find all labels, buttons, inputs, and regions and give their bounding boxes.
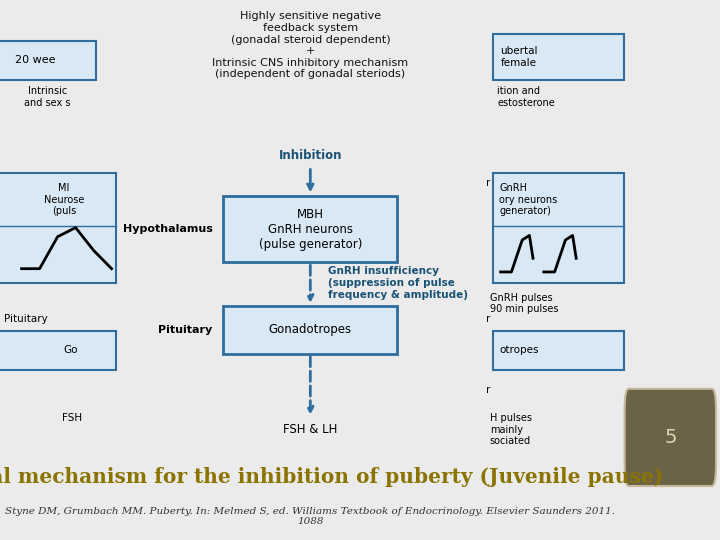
Text: FSH & LH: FSH & LH <box>283 423 338 436</box>
Text: Go: Go <box>63 345 78 355</box>
FancyBboxPatch shape <box>0 173 116 283</box>
Text: ubertal
female: ubertal female <box>500 46 538 68</box>
Text: FSH: FSH <box>62 413 82 422</box>
FancyBboxPatch shape <box>0 41 96 80</box>
Text: Inhibition: Inhibition <box>279 149 342 162</box>
Text: Hypothalamus: Hypothalamus <box>4 178 79 187</box>
FancyBboxPatch shape <box>0 331 116 369</box>
Text: 5: 5 <box>664 428 677 447</box>
Text: 20 wee: 20 wee <box>15 56 55 65</box>
FancyBboxPatch shape <box>223 306 397 354</box>
Text: Gonadotropes: Gonadotropes <box>269 323 352 336</box>
Text: r: r <box>486 385 490 395</box>
Text: Dual mechanism for the inhibition of puberty (Juvenile pause): Dual mechanism for the inhibition of pub… <box>0 467 663 487</box>
FancyBboxPatch shape <box>493 34 624 80</box>
Text: GnRH insufficiency
(suppression of pulse
frequency & amplitude): GnRH insufficiency (suppression of pulse… <box>328 266 468 300</box>
Text: Styne DM, Grumbach MM. Puberty. In: Melmed S, ed. Williams Textbook of Endocrino: Styne DM, Grumbach MM. Puberty. In: Melm… <box>5 507 616 526</box>
Text: Intrinsic
and sex s: Intrinsic and sex s <box>24 86 71 108</box>
Text: MI
Neurose
(puls: MI Neurose (puls <box>44 183 84 217</box>
FancyBboxPatch shape <box>493 173 624 283</box>
Text: MBH
GnRH neurons
(pulse generator): MBH GnRH neurons (pulse generator) <box>258 208 362 251</box>
Text: Pituitary: Pituitary <box>158 325 212 335</box>
Text: ition and
estosterone: ition and estosterone <box>497 86 554 108</box>
FancyBboxPatch shape <box>493 331 624 369</box>
Text: Pituitary: Pituitary <box>4 314 48 325</box>
FancyBboxPatch shape <box>625 389 716 486</box>
Text: GnRH pulses
90 min pulses: GnRH pulses 90 min pulses <box>490 293 558 314</box>
Text: otropes: otropes <box>499 345 539 355</box>
FancyBboxPatch shape <box>223 196 397 262</box>
Text: H pulses
mainly
sociated: H pulses mainly sociated <box>490 413 532 446</box>
Text: r: r <box>486 314 490 325</box>
Text: Highly sensitive negative
feedback system
(gonadal steroid dependent)
+
Intrinsi: Highly sensitive negative feedback syste… <box>212 11 408 79</box>
Text: r: r <box>486 178 490 187</box>
Text: GnRH
ory neurons
generator): GnRH ory neurons generator) <box>499 183 557 217</box>
Text: Hypothalamus: Hypothalamus <box>122 224 212 234</box>
